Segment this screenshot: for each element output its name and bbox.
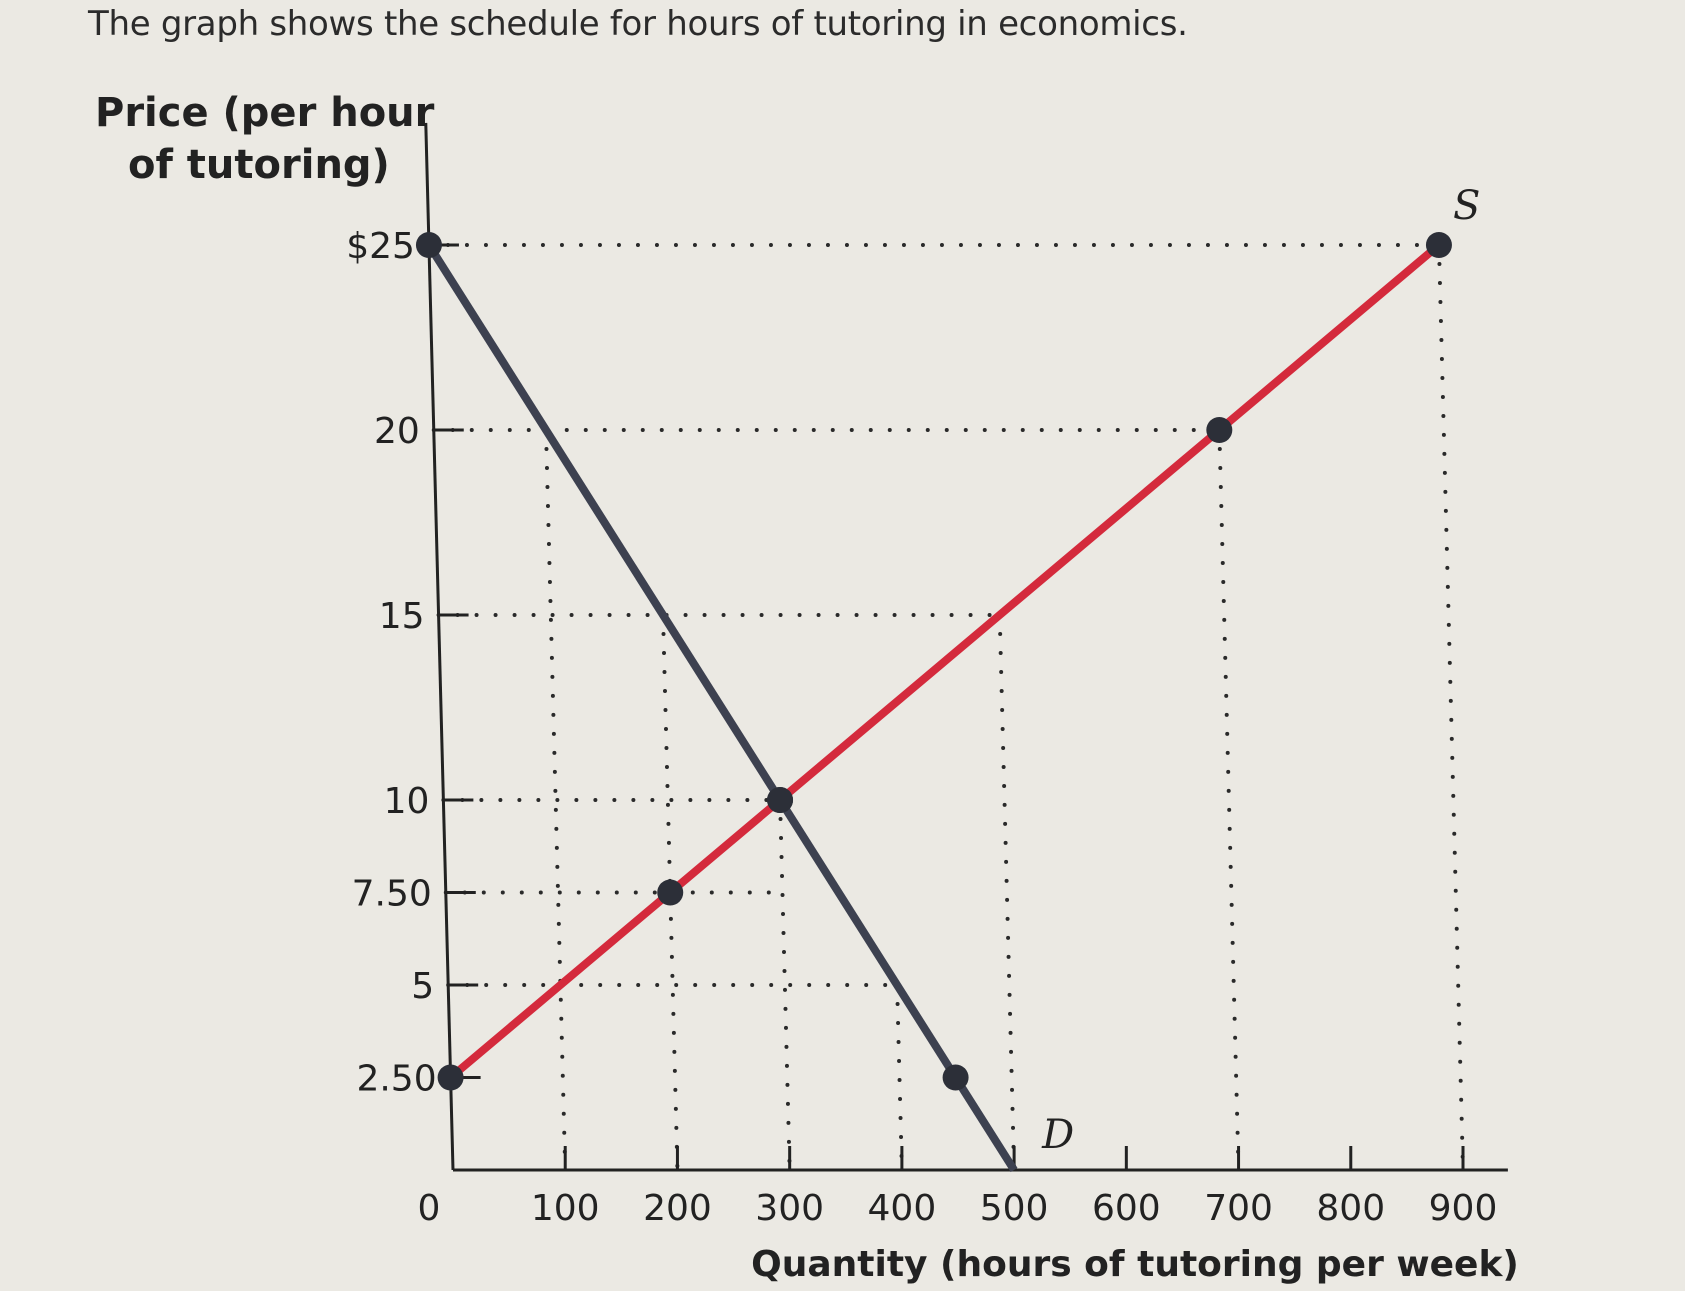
y-tick-label: 2.50 (356, 1059, 436, 1100)
supply-curve (448, 241, 1442, 1081)
y-tick-label: 7.50 (352, 874, 432, 915)
data-point (437, 1064, 464, 1091)
guide-line (1217, 428, 1241, 1172)
x-tick-label: 800 (1316, 1188, 1385, 1229)
data-point (942, 1064, 969, 1091)
x-tick-label: 0 (418, 1188, 441, 1229)
x-tick-label: 700 (1204, 1188, 1273, 1229)
supply-curve-label: S (1453, 183, 1480, 229)
x-axis-label: Quantity (hours of tutoring per week) (751, 1244, 1519, 1285)
y-tick-label: 20 (374, 411, 420, 452)
x-tick-label: 400 (868, 1188, 937, 1229)
y-tick-label: 5 (411, 966, 434, 1007)
data-point (415, 232, 442, 258)
y-tick-label: 10 (384, 781, 430, 822)
curves (425, 241, 1442, 1173)
guide-line (997, 613, 1017, 1172)
labels: Price (per hour of tutoring) Quantity (h… (95, 90, 1519, 1285)
guide-line (1436, 243, 1465, 1172)
demand-curve-label: D (1041, 1112, 1074, 1158)
data-points (415, 232, 1452, 1091)
x-tick-label: 900 (1429, 1188, 1498, 1229)
y-axis-label-line-1: Price (per hour (95, 90, 435, 136)
y-tick-label: $25 (346, 226, 415, 267)
x-tick-label: 300 (755, 1188, 824, 1229)
y-axis-line (424, 122, 455, 1171)
x-tick-label: 200 (643, 1188, 712, 1229)
guide-lines (426, 243, 1465, 1172)
data-point (1206, 417, 1233, 443)
x-tick-label: 600 (1092, 1188, 1161, 1229)
question-text: The graph shows the schedule for hours o… (88, 4, 1188, 44)
x-tick-label: 100 (531, 1188, 600, 1229)
data-point (657, 879, 684, 906)
y-axis-label-line-2: of tutoring) (128, 142, 390, 188)
demand-curve (425, 242, 1018, 1173)
data-point (1425, 232, 1452, 258)
guide-line (895, 983, 904, 1172)
x-tick-label: 500 (980, 1188, 1049, 1229)
y-tick-label: 15 (379, 596, 425, 637)
data-point (767, 787, 794, 813)
